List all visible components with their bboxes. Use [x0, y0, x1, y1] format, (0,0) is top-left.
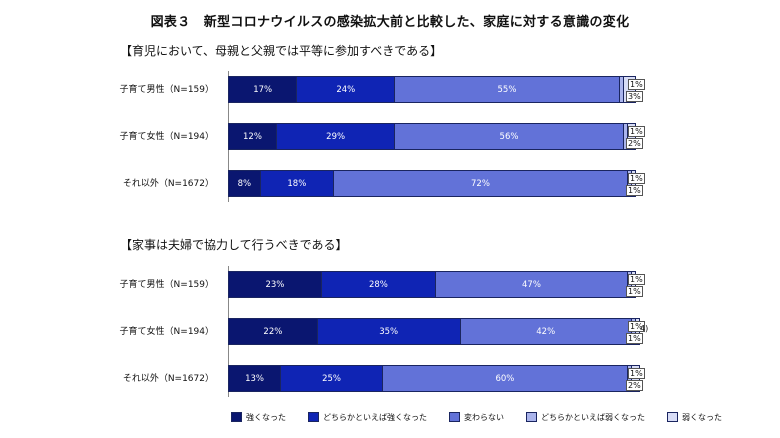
category-label: 子育て女性（N=194）: [119, 132, 214, 142]
legend-label: 弱くなった: [682, 412, 722, 422]
bar-row: 22% 35% 42%: [228, 318, 641, 345]
data-label-weaker: 1%: [626, 333, 643, 344]
legend-label: 強くなった: [246, 412, 286, 422]
legend-item: 強くなった: [231, 412, 286, 423]
data-label-weaker: 2%: [626, 138, 643, 149]
bar-segment: 29%: [276, 123, 396, 150]
data-label-weaker-somewhat: 1%: [628, 321, 645, 332]
legend-item: どちらかといえば強くなった: [308, 412, 427, 423]
legend-item: どちらかといえば弱くなった: [526, 412, 645, 423]
data-label-weaker: 2%: [626, 380, 643, 391]
bar-segment: 25%: [281, 365, 384, 392]
legend-item: 変わらない: [449, 412, 504, 423]
bar-segment: 18%: [260, 170, 335, 197]
bar-segment: 8%: [228, 170, 261, 197]
category-label: 子育て男性（N=159）: [119, 85, 214, 95]
category-label: 子育て女性（N=194）: [119, 327, 214, 337]
bar-row: 13% 25% 60%: [228, 365, 641, 392]
bar-row: 17% 24% 55%: [228, 76, 636, 103]
panel-title: 【家事は夫婦で協力して行うべきである】: [120, 238, 348, 252]
bar-segment: 17%: [228, 76, 298, 103]
bar-row: 8% 18% 72%: [228, 170, 636, 197]
chart-legend: 強くなった どちらかといえば強くなった 変わらない どちらかといえば弱くなった 弱くなっ…: [231, 410, 744, 424]
category-label: 子育て男性（N=159）: [119, 280, 214, 290]
legend-swatch: [526, 412, 537, 422]
bar-row: 12% 29% 56%: [228, 123, 636, 150]
extra-label: 4): [640, 324, 649, 333]
data-label-weaker-somewhat: 1%: [628, 274, 645, 285]
panel-title: 【育児において、母親と父親では平等に参加すべきである】: [120, 44, 443, 58]
bar-segment: [619, 76, 624, 103]
data-label-weaker-somewhat: 1%: [628, 79, 645, 90]
bar-segment: 60%: [383, 365, 628, 392]
bar-segment: 42%: [460, 318, 632, 345]
bar-segment: 13%: [228, 365, 282, 392]
figure-title: 図表３ 新型コロナウイルスの感染拡大前と比較した、家庭に対する意識の変化: [150, 15, 630, 30]
legend-label: 変わらない: [464, 412, 504, 422]
data-label-weaker-somewhat: 1%: [628, 126, 645, 137]
bar-segment: 47%: [436, 271, 628, 298]
bar-segment: 72%: [334, 170, 628, 197]
legend-label: どちらかといえば強くなった: [323, 412, 427, 422]
category-label: それ以外（N=1672）: [122, 179, 214, 189]
bar-segment: [623, 123, 628, 150]
bar-segment: 23%: [228, 271, 322, 298]
bar-segment: 35%: [317, 318, 461, 345]
legend-label: どちらかといえば弱くなった: [541, 412, 645, 422]
bar-segment: 55%: [395, 76, 620, 103]
bar-segment: 12%: [228, 123, 277, 150]
data-label-weaker: 1%: [626, 286, 643, 297]
data-label-weaker: 3%: [626, 91, 643, 102]
bar-row: 23% 28% 47%: [228, 271, 636, 298]
data-label-weaker: 1%: [626, 185, 643, 196]
bar-segment: 24%: [297, 76, 396, 103]
legend-swatch: [231, 412, 242, 422]
category-label: それ以外（N=1672）: [122, 374, 214, 384]
legend-swatch: [449, 412, 460, 422]
bar-segment: 56%: [395, 123, 624, 150]
data-label-weaker-somewhat: 1%: [628, 173, 645, 184]
bar-segment: 28%: [321, 271, 437, 298]
bar-segment: 22%: [228, 318, 318, 345]
legend-item: 弱くなった: [667, 412, 722, 423]
data-label-weaker-somewhat: 1%: [628, 368, 645, 379]
legend-swatch: [308, 412, 319, 422]
legend-swatch: [667, 412, 678, 422]
